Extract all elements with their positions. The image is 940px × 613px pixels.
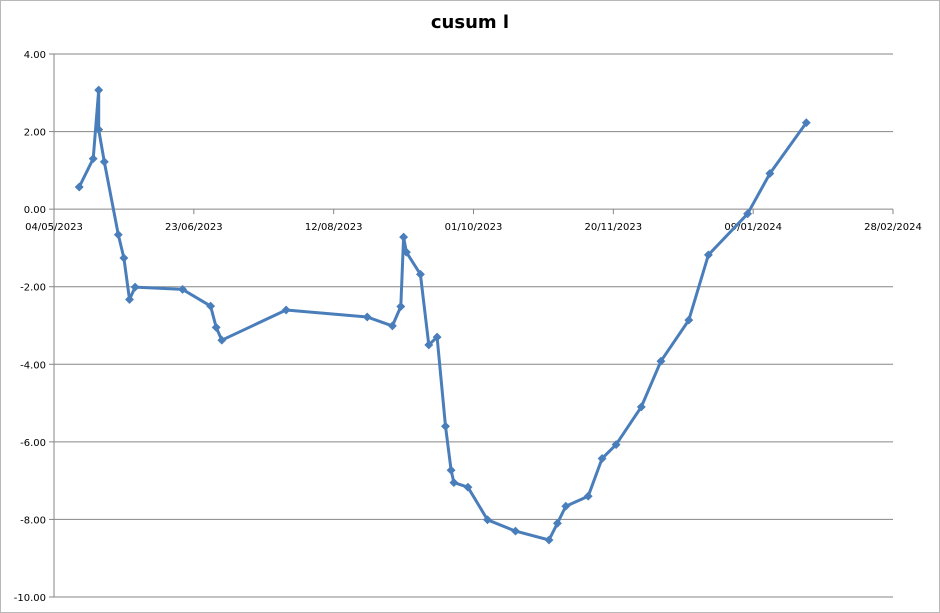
- y-tick-label: -2.00: [20, 283, 46, 294]
- x-tick-label: 04/05/2023: [25, 222, 83, 233]
- data-point-marker: [206, 301, 216, 311]
- data-point-marker: [74, 182, 84, 192]
- data-point-marker: [743, 209, 753, 219]
- data-point-marker: [424, 340, 434, 350]
- data-point-marker: [583, 491, 593, 501]
- x-tick-label: 09/01/2024: [724, 222, 782, 233]
- x-tick-label: 20/11/2023: [585, 222, 643, 233]
- data-point-marker: [124, 294, 135, 305]
- data-point-marker: [636, 402, 646, 412]
- y-tick-label: 4.00: [24, 50, 46, 61]
- series-line: [77, 88, 808, 542]
- data-point-marker: [396, 301, 406, 312]
- x-axis-tick-labels: 04/05/2023 23/06/2023 12/08/2023 01/10/2023…: [25, 222, 922, 233]
- data-point-marker: [99, 157, 109, 167]
- data-point-marker: [178, 284, 188, 294]
- data-point-marker: [684, 315, 694, 325]
- data-point-marker: [281, 305, 291, 315]
- y-tick-label: -8.00: [20, 515, 46, 526]
- data-point-marker: [552, 518, 562, 528]
- series: [74, 85, 811, 545]
- x-tick-label: 01/10/2023: [445, 222, 503, 233]
- data-point-marker: [597, 453, 607, 464]
- y-tick-label: 0.00: [24, 205, 46, 216]
- data-point-marker: [130, 282, 140, 292]
- y-tick-label: -10.00: [14, 593, 46, 604]
- data-point-marker: [801, 118, 811, 128]
- data-point-marker: [88, 154, 98, 164]
- data-point-marker: [482, 515, 493, 525]
- y-tick-label: 2.00: [24, 128, 46, 139]
- data-point-marker: [656, 356, 666, 366]
- x-tick-label: 23/06/2023: [165, 222, 223, 233]
- data-point-marker: [119, 253, 129, 263]
- x-tick-label: 12/08/2023: [305, 222, 363, 233]
- data-point-marker: [211, 322, 221, 332]
- y-tick-label: -4.00: [20, 360, 46, 371]
- data-point-marker: [387, 321, 397, 331]
- data-point-marker: [611, 440, 621, 450]
- data-point-marker: [561, 501, 571, 511]
- data-point-marker: [94, 85, 104, 95]
- data-point-marker: [446, 465, 456, 475]
- data-point-marker: [415, 269, 425, 279]
- data-point-marker: [432, 332, 442, 342]
- data-point-marker: [113, 230, 123, 240]
- data-point-marker: [463, 482, 473, 492]
- data-point-marker: [703, 250, 713, 260]
- data-point-marker: [510, 526, 521, 536]
- data-point-marker: [217, 335, 227, 345]
- data-point-marker: [362, 312, 372, 322]
- chart-title: cusum l: [430, 12, 510, 33]
- data-point-marker: [399, 232, 409, 242]
- data-point-marker: [449, 478, 459, 488]
- x-tick-label: 28/02/2024: [864, 222, 922, 233]
- data-point-marker: [94, 125, 104, 135]
- data-point-marker: [544, 535, 554, 545]
- y-axis-tick-labels: 4.00 2.00 0.00 -2.00 -4.00 -6.00 -8.00 -10.00: [14, 50, 46, 604]
- y-tick-label: -6.00: [20, 438, 46, 449]
- data-point-marker: [765, 168, 775, 179]
- gridlines: [54, 53, 893, 598]
- data-point-marker: [440, 421, 451, 431]
- data-point-marker: [401, 247, 411, 257]
- axes: [49, 53, 894, 598]
